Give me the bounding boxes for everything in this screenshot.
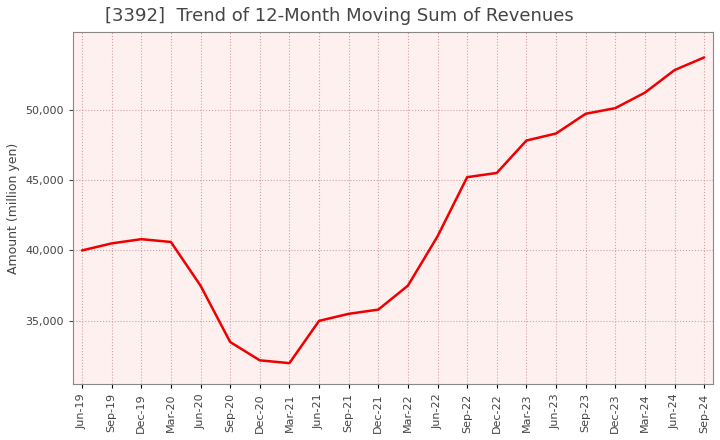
Y-axis label: Amount (million yen): Amount (million yen) — [7, 143, 20, 274]
Text: [3392]  Trend of 12-Month Moving Sum of Revenues: [3392] Trend of 12-Month Moving Sum of R… — [105, 7, 574, 25]
